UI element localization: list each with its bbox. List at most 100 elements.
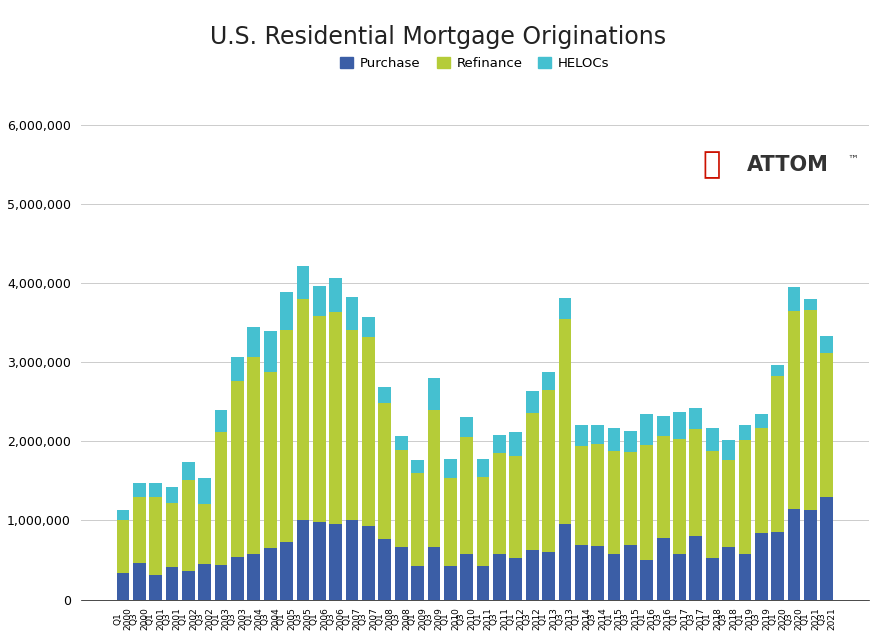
Bar (804, 310, 816, 510)
Bar (149, 483, 162, 497)
Bar (788, 311, 801, 510)
Bar (297, 299, 309, 520)
Bar (460, 437, 473, 554)
Bar (575, 545, 588, 599)
Bar (231, 557, 244, 599)
Bar (624, 431, 637, 452)
Bar (297, 266, 309, 299)
Text: ⓐ: ⓐ (703, 150, 720, 180)
Bar (722, 547, 735, 599)
Bar (149, 575, 162, 599)
Bar (280, 292, 293, 329)
Bar (772, 365, 784, 376)
Bar (804, 299, 816, 310)
Bar (477, 477, 490, 566)
Bar (166, 503, 179, 567)
Bar (477, 566, 490, 599)
Bar (460, 417, 473, 437)
Bar (182, 480, 194, 571)
Bar (575, 446, 588, 545)
Bar (346, 520, 358, 599)
Bar (427, 547, 441, 599)
Bar (755, 414, 767, 428)
Bar (510, 432, 522, 456)
Bar (640, 414, 653, 445)
Bar (689, 536, 703, 599)
Bar (346, 297, 358, 331)
Bar (215, 433, 228, 566)
Bar (624, 545, 637, 599)
Bar (526, 550, 539, 599)
Bar (460, 554, 473, 599)
Bar (313, 522, 326, 599)
Bar (591, 425, 604, 445)
Bar (329, 524, 343, 599)
Bar (231, 357, 244, 381)
Text: ATTOM: ATTOM (747, 155, 829, 175)
Bar (215, 566, 228, 599)
Bar (329, 312, 343, 524)
Bar (624, 452, 637, 545)
Bar (608, 451, 620, 554)
Bar (755, 533, 767, 599)
Bar (640, 560, 653, 599)
Bar (362, 338, 375, 526)
Bar (362, 317, 375, 338)
Bar (362, 526, 375, 599)
Bar (657, 416, 669, 436)
Text: U.S. Residential Mortgage Originations: U.S. Residential Mortgage Originations (210, 25, 666, 50)
Bar (395, 547, 407, 599)
Bar (117, 573, 130, 599)
Bar (182, 462, 194, 480)
Bar (689, 429, 703, 536)
Bar (673, 412, 686, 439)
Bar (722, 460, 735, 547)
Bar (444, 478, 456, 566)
Bar (395, 450, 407, 547)
Bar (738, 425, 752, 440)
Bar (444, 566, 456, 599)
Bar (133, 497, 145, 563)
Bar (117, 520, 130, 573)
Bar (182, 571, 194, 599)
Bar (526, 413, 539, 550)
Bar (689, 408, 703, 429)
Bar (559, 524, 571, 599)
Bar (411, 473, 424, 566)
Bar (493, 554, 505, 599)
Bar (477, 459, 490, 477)
Bar (804, 510, 816, 599)
Bar (591, 445, 604, 546)
Bar (772, 533, 784, 599)
Bar (133, 563, 145, 599)
Bar (772, 376, 784, 533)
Bar (706, 451, 718, 557)
Bar (329, 278, 343, 312)
Bar (608, 428, 620, 451)
Bar (755, 428, 767, 533)
Bar (673, 439, 686, 554)
Legend: Purchase, Refinance, HELOCs: Purchase, Refinance, HELOCs (335, 52, 615, 75)
Bar (559, 298, 571, 319)
Bar (378, 540, 392, 599)
Bar (427, 378, 441, 410)
Bar (395, 436, 407, 450)
Bar (657, 538, 669, 599)
Bar (493, 453, 505, 554)
Bar (722, 440, 735, 460)
Bar (280, 541, 293, 599)
Bar (411, 460, 424, 473)
Bar (378, 403, 392, 540)
Bar (280, 329, 293, 541)
Bar (738, 440, 752, 554)
Bar (510, 557, 522, 599)
Bar (657, 436, 669, 538)
Bar (608, 554, 620, 599)
Bar (247, 357, 260, 554)
Bar (313, 316, 326, 522)
Bar (821, 497, 833, 599)
Bar (264, 331, 277, 371)
Bar (542, 373, 555, 390)
Bar (821, 352, 833, 497)
Bar (559, 319, 571, 524)
